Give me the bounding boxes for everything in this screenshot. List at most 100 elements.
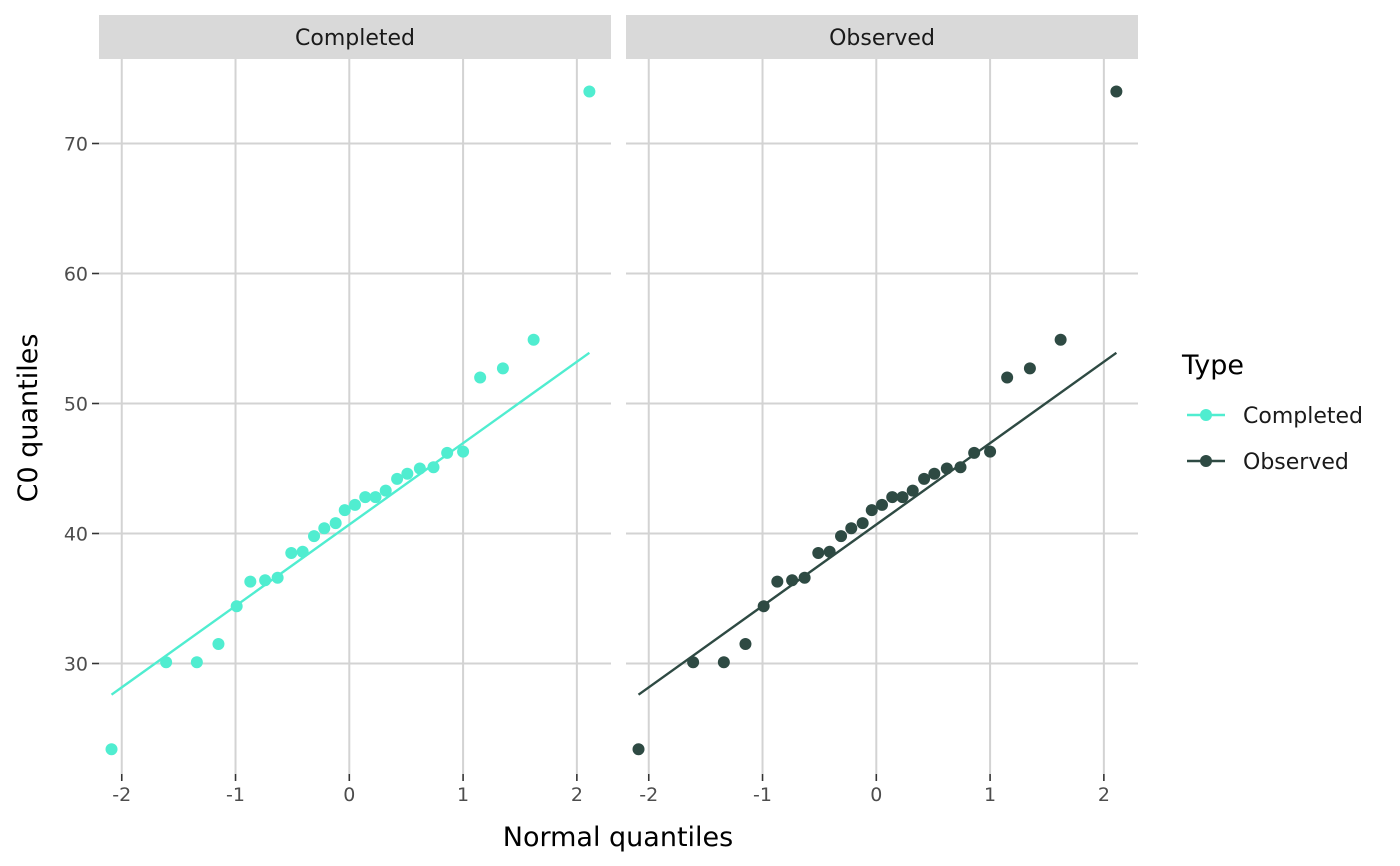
- data-point: [739, 638, 752, 650]
- x-axis-observed: -2 -1 0 1 2: [639, 774, 1110, 806]
- data-point: [632, 743, 645, 756]
- data-point: [379, 484, 392, 497]
- data-point: [771, 575, 784, 588]
- gridlines: [626, 59, 1138, 774]
- x-axes: -2 -1 0 1 2 -2 -1 0 1 2: [112, 774, 1110, 806]
- y-axis: 30 40 50 60 70: [64, 134, 99, 676]
- series-completed: [105, 85, 596, 756]
- data-point: [285, 547, 298, 559]
- y-tick-label: 70: [64, 134, 88, 156]
- x-tick-label: 2: [571, 784, 583, 806]
- facet-panel-completed: Completed: [99, 15, 611, 774]
- legend-title: Type: [1181, 350, 1244, 381]
- data-point: [856, 517, 869, 530]
- y-tick-label: 40: [64, 524, 88, 546]
- legend: Type Completed Observed: [1181, 350, 1363, 475]
- data-point: [845, 522, 858, 535]
- data-point: [1110, 85, 1123, 98]
- data-point: [401, 467, 414, 480]
- legend-key-point: [1200, 455, 1212, 467]
- data-point: [329, 517, 342, 530]
- data-point: [441, 446, 454, 459]
- series-observed: [632, 85, 1123, 756]
- legend-label: Observed: [1243, 450, 1349, 475]
- facet-panels: Completed Observed: [99, 15, 1138, 774]
- data-point: [212, 638, 225, 650]
- x-tick-label: -2: [112, 784, 131, 806]
- facet-panel-observed: Observed: [626, 15, 1138, 774]
- data-point: [940, 462, 953, 475]
- y-tick-label: 50: [64, 394, 88, 416]
- data-point: [786, 574, 799, 587]
- x-tick-label: -1: [226, 784, 245, 806]
- data-point: [876, 498, 888, 511]
- data-point: [583, 85, 596, 98]
- x-axis-title: Normal quantiles: [503, 822, 733, 853]
- data-point: [190, 656, 203, 669]
- x-tick-label: 0: [343, 784, 355, 806]
- y-tick-label: 30: [64, 654, 88, 676]
- facet-strip: [99, 15, 611, 59]
- data-point: [296, 545, 309, 558]
- facet-strip: [626, 15, 1138, 59]
- data-point: [271, 571, 284, 584]
- y-axis-title: C0 quantiles: [13, 334, 44, 503]
- data-point: [457, 445, 470, 458]
- facet-strip-label: Completed: [295, 26, 415, 51]
- reference-line: [637, 351, 1118, 696]
- data-point: [906, 484, 919, 497]
- data-point: [359, 491, 372, 504]
- data-point: [928, 467, 941, 480]
- data-point: [308, 530, 321, 543]
- data-point: [823, 545, 836, 558]
- x-tick-label: 1: [984, 784, 996, 806]
- data-point: [244, 575, 257, 588]
- data-point: [968, 446, 981, 459]
- gridlines: [99, 59, 611, 774]
- data-point: [687, 656, 700, 669]
- data-point: [427, 461, 440, 474]
- x-tick-label: -2: [639, 784, 658, 806]
- legend-item-completed: Completed: [1187, 404, 1363, 429]
- data-point: [1001, 371, 1014, 384]
- y-tick-label: 60: [64, 264, 88, 286]
- data-point: [896, 491, 909, 504]
- data-point: [798, 571, 811, 584]
- data-point: [338, 504, 351, 517]
- data-point: [527, 333, 540, 346]
- legend-item-observed: Observed: [1187, 450, 1349, 475]
- data-point: [413, 462, 426, 475]
- facet-strip-label: Observed: [829, 26, 935, 51]
- data-point: [1054, 333, 1067, 346]
- legend-key-point: [1200, 409, 1212, 421]
- data-point: [954, 461, 967, 474]
- data-point: [886, 491, 899, 504]
- x-tick-label: 1: [457, 784, 469, 806]
- data-point: [757, 600, 770, 613]
- data-point: [391, 472, 404, 485]
- data-point: [717, 656, 730, 669]
- data-point: [230, 600, 243, 613]
- data-point: [105, 743, 118, 756]
- x-tick-label: 2: [1098, 784, 1110, 806]
- reference-line: [110, 351, 591, 696]
- data-point: [160, 656, 173, 669]
- data-point: [984, 445, 997, 458]
- data-point: [369, 491, 382, 504]
- legend-items: Completed Observed: [1187, 404, 1363, 475]
- data-point: [1023, 362, 1036, 375]
- data-point: [835, 530, 848, 543]
- data-point: [865, 504, 878, 517]
- x-axis-completed: -2 -1 0 1 2: [112, 774, 583, 806]
- data-point: [474, 371, 487, 384]
- data-point: [318, 522, 331, 535]
- data-point: [918, 472, 931, 485]
- x-tick-label: 0: [870, 784, 882, 806]
- legend-label: Completed: [1243, 404, 1363, 429]
- data-point: [349, 498, 361, 511]
- data-point: [496, 362, 509, 375]
- data-point: [259, 574, 272, 587]
- data-point: [812, 547, 825, 559]
- x-tick-label: -1: [753, 784, 772, 806]
